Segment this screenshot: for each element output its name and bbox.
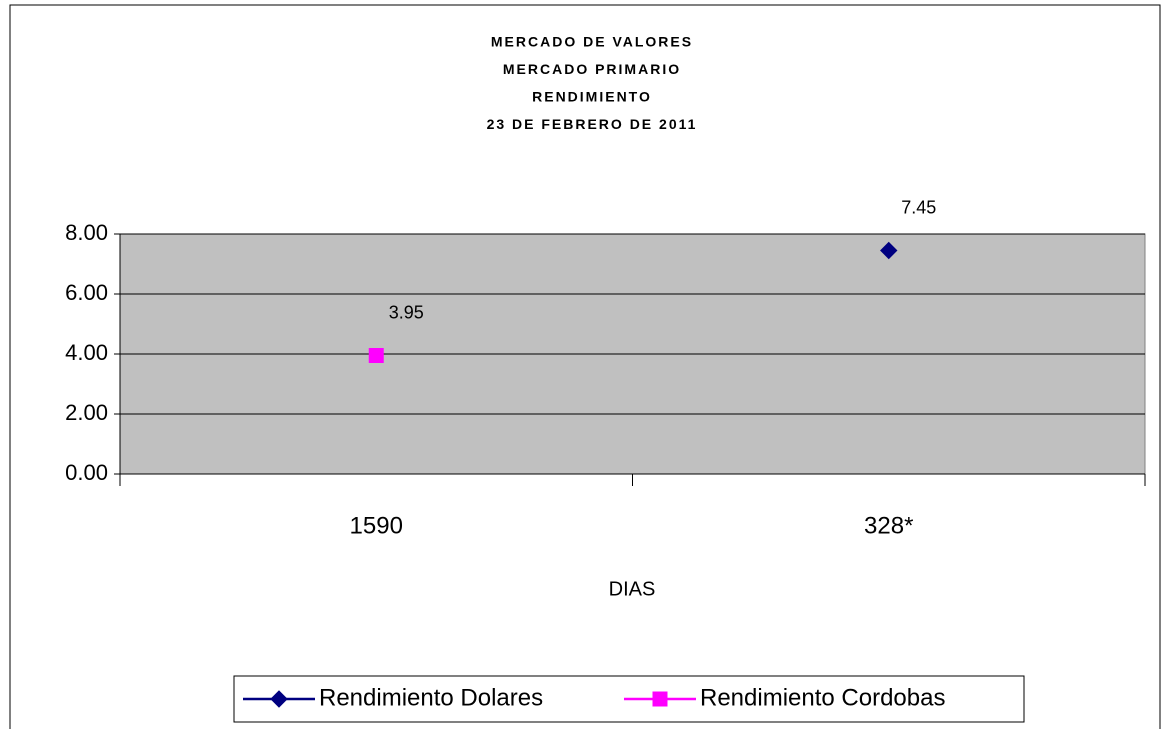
legend-label: Rendimiento Dolares xyxy=(319,684,543,711)
data-point xyxy=(368,348,384,363)
chart-title: RENDIMIENTO xyxy=(532,89,652,105)
chart-title: MERCADO PRIMARIO xyxy=(503,61,681,77)
y-tick-label: 0.00 xyxy=(65,460,108,485)
x-tick-label: 328* xyxy=(864,512,913,539)
data-point xyxy=(880,241,898,260)
x-axis-label: DIAS xyxy=(609,578,656,600)
y-tick-label: 8.00 xyxy=(65,220,108,245)
data-label: 3.95 xyxy=(389,302,424,322)
y-tick-label: 2.00 xyxy=(65,400,108,425)
x-tick-label: 1590 xyxy=(350,512,403,539)
y-tick-label: 6.00 xyxy=(65,280,108,305)
chart-title: MERCADO DE VALORES xyxy=(491,34,693,50)
chart-title: 23 DE FEBRERO DE 2011 xyxy=(487,116,698,132)
data-label: 7.45 xyxy=(901,197,936,217)
legend-marker xyxy=(652,691,668,707)
legend-marker xyxy=(270,690,288,708)
legend-label: Rendimiento Cordobas xyxy=(700,684,945,711)
y-tick-label: 4.00 xyxy=(65,340,108,365)
